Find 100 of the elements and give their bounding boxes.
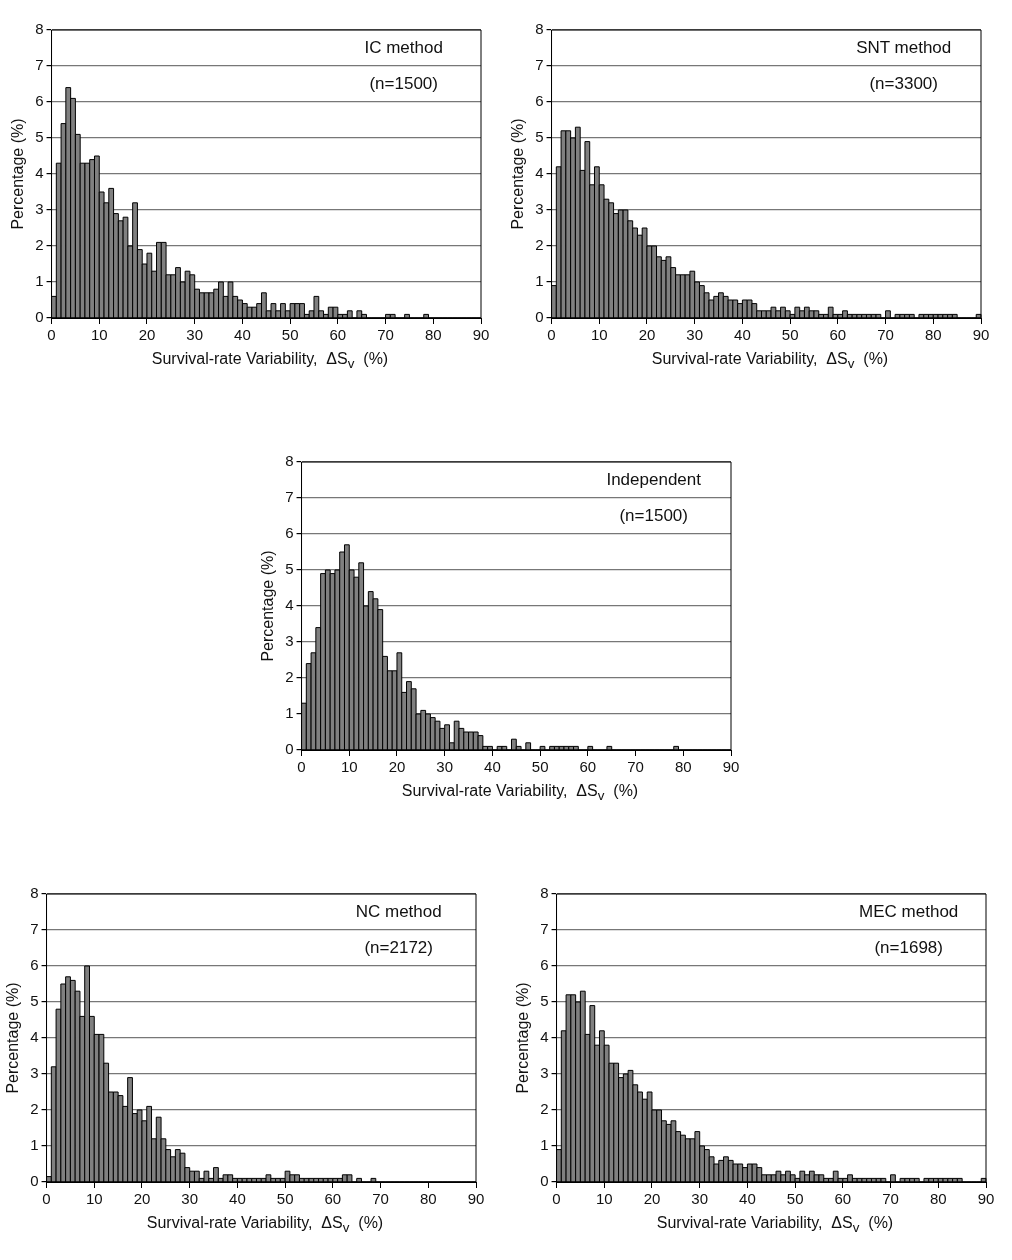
x-tick-label: 40: [234, 326, 251, 344]
y-tick-label: 0: [540, 1172, 549, 1190]
x-tick-label: 50: [281, 326, 299, 344]
x-tick-label: 60: [579, 758, 597, 776]
annotation: NC method: [355, 901, 442, 921]
x-axis-title: Survival-rate Variability, ΔS$_{v}$ (%): [150, 350, 390, 372]
y-tick-label: 3: [535, 200, 544, 218]
annotation: MEC method: [859, 901, 959, 921]
y-tick-label: 6: [540, 956, 549, 974]
y-tick-label: 8: [35, 20, 44, 38]
x-tick-label: 60: [834, 1190, 852, 1208]
y-tick-label: 8: [535, 20, 544, 38]
x-tick-label: 70: [882, 1190, 899, 1208]
annotation: Independent: [606, 469, 702, 489]
x-tick-label: 10: [85, 1190, 103, 1208]
y-tick-label: 6: [35, 92, 44, 110]
y-tick-label: 4: [540, 1028, 549, 1046]
y-axis-title: Percentage (%): [4, 982, 22, 1094]
annotation: SNT method: [856, 37, 952, 57]
x-tick-label: 70: [372, 1190, 389, 1208]
y-axis-title: Percentage (%): [509, 118, 527, 230]
y-tick-label: 7: [35, 56, 44, 74]
x-tick-label: 40: [229, 1190, 246, 1208]
x-tick-label: 80: [929, 1190, 947, 1208]
y-tick-label: 7: [285, 488, 294, 506]
y-tick-label: 1: [535, 272, 544, 290]
x-tick-label: 90: [472, 326, 490, 344]
x-tick-label: 30: [686, 326, 704, 344]
x-tick-label: 90: [977, 1190, 995, 1208]
y-tick-label: 1: [35, 272, 44, 290]
x-tick-label: 30: [436, 758, 454, 776]
y-tick-label: 2: [285, 668, 294, 686]
x-tick-label: 10: [340, 758, 358, 776]
x-tick-label: 20: [138, 326, 156, 344]
x-tick-label: 20: [133, 1190, 151, 1208]
y-tick-label: 1: [540, 1136, 549, 1154]
x-tick-label: 20: [388, 758, 406, 776]
x-tick-label: 60: [829, 326, 847, 344]
y-axis-title: Percentage (%): [514, 982, 532, 1094]
y-axis-title: Percentage (%): [259, 550, 277, 662]
y-tick-label: 5: [535, 128, 544, 146]
y-tick-label: 0: [285, 740, 294, 758]
annotation: (n=1500): [619, 505, 688, 525]
x-tick-label: 40: [734, 326, 751, 344]
y-tick-label: 5: [30, 992, 39, 1010]
y-tick-label: 1: [30, 1136, 39, 1154]
y-tick-label: 5: [285, 560, 294, 578]
y-tick-label: 4: [30, 1028, 39, 1046]
x-tick-label: 70: [377, 326, 394, 344]
x-tick-label: 50: [276, 1190, 294, 1208]
y-tick-label: 7: [30, 920, 39, 938]
y-tick-label: 3: [540, 1064, 549, 1082]
x-tick-label: 70: [877, 326, 894, 344]
y-tick-label: 0: [35, 308, 44, 326]
x-tick-label: 10: [590, 326, 608, 344]
x-tick-label: 30: [181, 1190, 199, 1208]
y-tick-label: 7: [540, 920, 549, 938]
y-tick-label: 7: [535, 56, 544, 74]
y-tick-label: 2: [535, 236, 544, 254]
x-tick-label: 80: [424, 326, 442, 344]
x-tick-label: 0: [552, 1190, 561, 1208]
y-tick-label: 3: [35, 200, 44, 218]
y-tick-label: 6: [535, 92, 544, 110]
y-tick-label: 0: [30, 1172, 39, 1190]
y-tick-label: 2: [540, 1100, 549, 1118]
x-tick-label: 40: [484, 758, 501, 776]
y-tick-label: 4: [35, 164, 44, 182]
annotation: (n=3300): [869, 73, 938, 93]
x-tick-label: 60: [324, 1190, 342, 1208]
x-tick-label: 90: [972, 326, 990, 344]
y-axis-title: Percentage (%): [9, 118, 27, 230]
x-axis-title: Survival-rate Variability, ΔS$_{v}$ (%): [145, 1214, 385, 1236]
x-tick-label: 50: [781, 326, 799, 344]
x-tick-label: 30: [691, 1190, 709, 1208]
y-tick-label: 2: [30, 1100, 39, 1118]
x-tick-label: 80: [419, 1190, 437, 1208]
x-axis-title: Survival-rate Variability, ΔS$_{v}$ (%): [650, 350, 890, 372]
y-tick-label: 1: [285, 704, 294, 722]
annotation: (n=1500): [369, 73, 438, 93]
x-tick-label: 90: [467, 1190, 485, 1208]
x-tick-label: 70: [627, 758, 644, 776]
y-tick-label: 3: [285, 632, 294, 650]
x-tick-label: 40: [739, 1190, 756, 1208]
x-tick-label: 10: [90, 326, 108, 344]
x-tick-label: 30: [186, 326, 204, 344]
x-tick-label: 0: [47, 326, 56, 344]
x-tick-label: 50: [786, 1190, 804, 1208]
y-tick-label: 5: [35, 128, 44, 146]
x-axis-title: Survival-rate Variability, ΔS$_{v}$ (%): [655, 1214, 895, 1236]
annotation: (n=1698): [874, 937, 943, 957]
y-tick-label: 3: [30, 1064, 39, 1082]
y-tick-label: 4: [285, 596, 294, 614]
x-tick-label: 50: [531, 758, 549, 776]
x-tick-label: 80: [924, 326, 942, 344]
x-tick-label: 60: [329, 326, 347, 344]
annotation: (n=2172): [364, 937, 433, 957]
y-tick-label: 5: [540, 992, 549, 1010]
x-tick-label: 20: [643, 1190, 661, 1208]
annotation: IC method: [364, 37, 443, 57]
y-tick-label: 4: [535, 164, 544, 182]
